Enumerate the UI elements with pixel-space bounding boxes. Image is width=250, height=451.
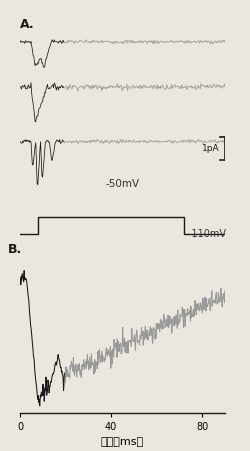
Text: A.: A. — [20, 18, 34, 31]
Text: B.: B. — [8, 244, 22, 256]
Text: -50mV: -50mV — [106, 179, 140, 189]
X-axis label: 时间（ms）: 时间（ms） — [101, 437, 144, 447]
Text: -110mV: -110mV — [188, 230, 226, 239]
Text: 1pA: 1pA — [202, 144, 219, 153]
